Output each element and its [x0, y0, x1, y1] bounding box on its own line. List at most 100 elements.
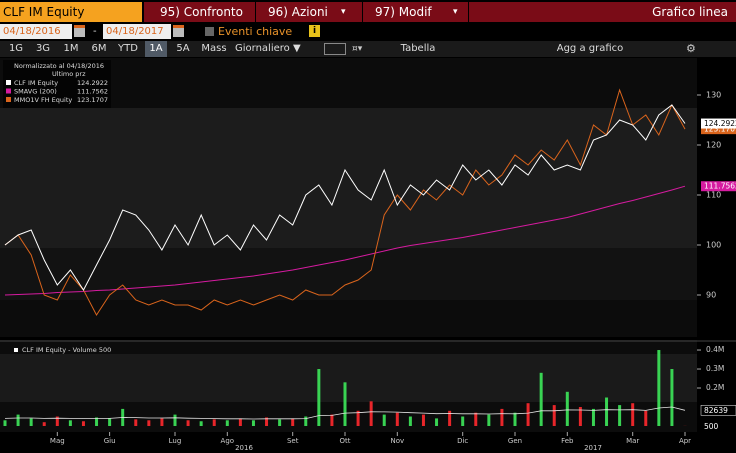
- period-button[interactable]: YTD: [118, 43, 138, 54]
- frequency-select[interactable]: Giornaliero ▼: [235, 43, 301, 54]
- volume-bar: [265, 417, 269, 426]
- frequency: Giornaliero: [235, 43, 290, 54]
- key-events[interactable]: Eventi chiave: [218, 25, 293, 38]
- last-value-box: [700, 405, 736, 416]
- volume-bar: [435, 418, 439, 426]
- year-label: 2016: [235, 444, 253, 452]
- legend-subtitle: Ultimo prz: [52, 70, 86, 78]
- volume-bar: [591, 408, 595, 426]
- legend-label: MMO1V FH Equity: [14, 96, 72, 104]
- last-value-label: 123.1707: [704, 125, 736, 134]
- checkbox[interactable]: [205, 27, 214, 36]
- volume-bar: [513, 412, 517, 426]
- volume-bar: [343, 382, 347, 426]
- table-button[interactable]: Tabella: [400, 43, 436, 54]
- x-tick-label: Ago: [221, 437, 235, 445]
- volume-bar: [16, 414, 20, 426]
- y-tick-label: 130: [706, 91, 721, 100]
- volume-bar: [500, 408, 504, 426]
- x-tick-label: Mag: [50, 437, 65, 445]
- series-line: [4, 185, 686, 296]
- tab-button[interactable]: 96) Azioni: [255, 2, 359, 22]
- volume-bar: [212, 419, 216, 426]
- volume-bar: [317, 369, 321, 426]
- volume-bar: [448, 410, 452, 426]
- volume-bar: [95, 417, 99, 426]
- legend-value: 124.2922: [77, 79, 108, 87]
- volume-bar: [55, 416, 59, 426]
- volume-bar: [3, 420, 7, 426]
- volume-bar: [356, 410, 360, 426]
- volume-bar: [578, 407, 582, 426]
- calendar-icon[interactable]: [74, 25, 85, 37]
- plot-band: [0, 248, 697, 300]
- y-tick-label: 90: [706, 291, 716, 300]
- legend-swatch: [14, 348, 18, 352]
- date-separator: -: [93, 26, 97, 37]
- period-button[interactable]: 1A: [145, 41, 167, 57]
- x-tick-label: Dic: [457, 437, 468, 445]
- volume-bar: [238, 418, 242, 426]
- legend-swatch: [6, 97, 11, 102]
- period-button[interactable]: Mass: [201, 43, 227, 54]
- period-button[interactable]: 6M: [91, 43, 107, 54]
- volume-bar: [225, 420, 229, 426]
- y-tick-label: 0.4M: [706, 345, 724, 354]
- volume-bar: [108, 418, 112, 426]
- volume-bar: [173, 414, 177, 426]
- legend-swatch: [6, 88, 11, 94]
- period-button[interactable]: 1G: [8, 43, 24, 54]
- legend-swatch: [6, 80, 11, 85]
- calendar-icon[interactable]: [173, 25, 184, 37]
- last-value-label: 124.2922: [704, 119, 736, 128]
- dropdown-arrow: ▾: [341, 7, 346, 17]
- info-icon[interactable]: i: [309, 25, 320, 37]
- y-tick-label: 120: [706, 141, 721, 150]
- last-value-label: 82639: [704, 406, 728, 415]
- tab-button[interactable]: 95) Confronto: [148, 2, 252, 22]
- volume-bar: [487, 414, 491, 426]
- y-tick-label: 0.2M: [706, 383, 724, 392]
- volume-bar: [369, 401, 373, 426]
- x-tick-label: Set: [287, 437, 299, 445]
- volume-bar: [134, 419, 138, 426]
- tab-divider: [468, 2, 736, 22]
- chart-icon[interactable]: [324, 43, 346, 55]
- period-button[interactable]: 1M: [63, 43, 79, 54]
- volume-bar: [408, 416, 412, 426]
- security-input[interactable]: CLF IM Equity: [0, 2, 142, 22]
- x-tick-label: Lug: [169, 437, 182, 445]
- chart-kind[interactable]: Grafico linea: [652, 5, 728, 19]
- volume-bar: [382, 414, 386, 426]
- tab-button[interactable]: 97) Modif: [362, 2, 466, 22]
- volume-bar: [304, 416, 308, 426]
- legend-label: CLF IM Equity: [14, 79, 58, 87]
- last-value-box: [701, 181, 736, 192]
- chart: 90100110120130123.1707124.2922111.7562No…: [0, 58, 736, 453]
- volume-bar: [278, 419, 282, 426]
- series-line: [4, 104, 686, 291]
- period-button[interactable]: 5A: [176, 43, 190, 54]
- x-tick-label: Gen: [508, 437, 522, 445]
- volume-bar: [474, 412, 478, 426]
- x-tick-label: Mar: [626, 437, 639, 445]
- last-value-box: [701, 118, 736, 129]
- volume-title: CLF IM Equity - Volume 500: [22, 346, 111, 354]
- y-tick-label: 100: [706, 241, 721, 250]
- dropdown-arrow: ▾: [453, 7, 458, 17]
- x-tick-label: Ott: [340, 437, 351, 445]
- settings-icon[interactable]: ⚙: [686, 42, 696, 55]
- start-date[interactable]: 04/18/2016: [0, 24, 72, 39]
- period-button[interactable]: 3G: [35, 43, 51, 54]
- add-to-chart[interactable]: Agg a grafico: [525, 41, 655, 57]
- volume-bar: [68, 420, 72, 426]
- volume-bar: [330, 414, 334, 426]
- x-tick-label: Feb: [561, 437, 574, 445]
- end-date[interactable]: 04/18/2017: [103, 24, 171, 39]
- candle-icon[interactable]: ¤▾: [352, 44, 363, 54]
- volume-bar: [42, 422, 46, 426]
- volume-bar: [552, 405, 556, 426]
- last-value-box: [701, 124, 736, 135]
- volume-bar: [160, 418, 164, 426]
